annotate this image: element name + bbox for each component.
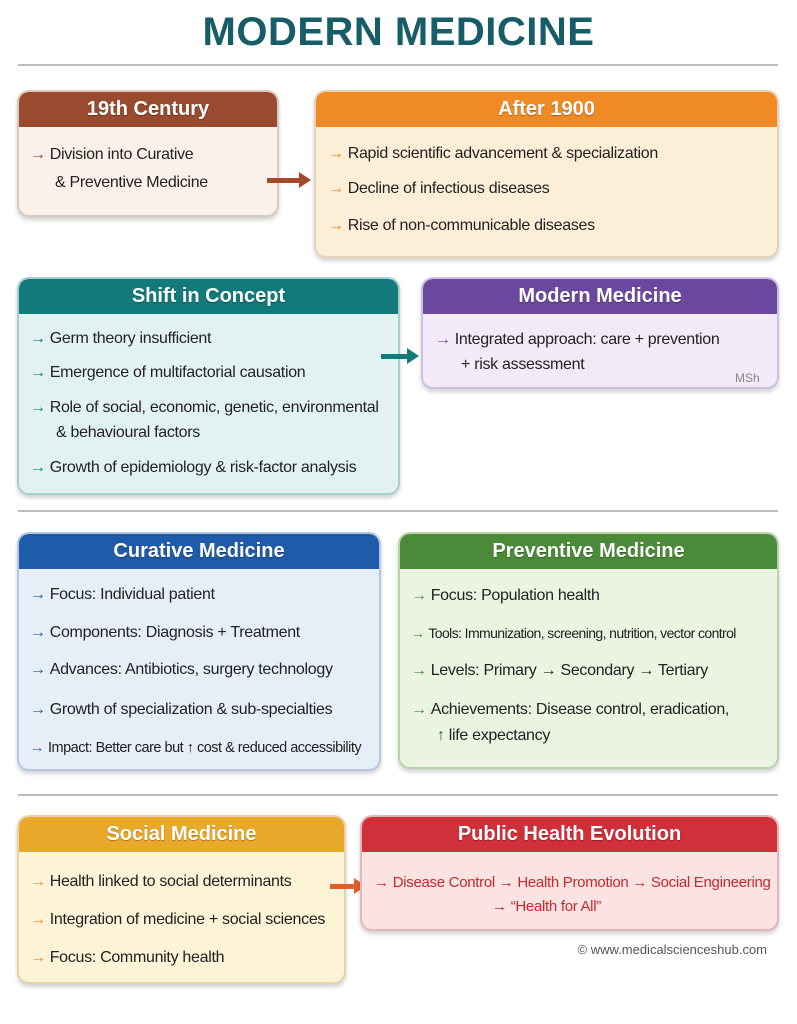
arrow-right-icon: → <box>30 364 46 381</box>
card-social-medicine: Social Medicine <box>17 815 346 984</box>
card-item: life expectancy <box>448 727 551 744</box>
card-item: Disease Control → Health Promotion → Soc… <box>392 874 771 891</box>
arrow-right-icon: → <box>30 873 46 890</box>
connector-arrow <box>381 348 419 364</box>
card-item: Health linked to social determinants <box>49 873 292 890</box>
card-item: Levels: Primary → Secondary → Tertiary <box>430 662 709 679</box>
connector-arrow <box>267 172 311 188</box>
divider <box>18 794 778 796</box>
arrow-right-icon: → <box>30 624 46 641</box>
card-title: Curative Medicine <box>19 534 379 569</box>
page-title: MODERN MEDICINE <box>202 10 595 54</box>
card-title: Modern Medicine <box>423 279 777 314</box>
card-item: Achievements: Disease control, eradicati… <box>430 701 730 718</box>
arrow-up-icon: ↑ <box>437 727 445 744</box>
arrow-right-icon: → <box>30 146 46 163</box>
card-item: Focus: Community health <box>49 949 225 966</box>
card-preventive-medicine: Preventive Medicine <box>398 532 779 769</box>
arrow-right-icon: → <box>411 587 427 604</box>
card-item: Integrated approach: care + prevention <box>454 331 720 348</box>
card-item: Decline of infectious diseases <box>347 180 550 197</box>
card-item: Integration of medicine + social science… <box>49 911 326 928</box>
arrow-right-icon: → <box>30 586 46 603</box>
card-public-health-evolution: Public Health Evolution <box>360 815 779 931</box>
arrow-right-icon: → <box>30 949 46 966</box>
card-item: “Health for All” <box>510 898 602 915</box>
arrow-right-icon: → <box>30 399 46 416</box>
arrow-right-icon: → <box>328 145 344 162</box>
card-item: Components: Diagnosis + Treatment <box>49 624 301 641</box>
card-item: Role of social, economic, genetic, envir… <box>49 399 379 416</box>
arrow-right-icon: → <box>411 625 425 641</box>
card-item: Focus: Population health <box>430 587 600 604</box>
divider <box>18 510 778 512</box>
card-item: + risk assessment <box>461 356 585 373</box>
card-item: Rise of non-communicable diseases <box>347 217 595 234</box>
card-item: Focus: Individual patient <box>49 586 215 603</box>
card-after-1900: After 1900 <box>314 90 779 258</box>
card-item: Germ theory insufficient <box>49 330 212 347</box>
watermark: MSh <box>735 371 760 385</box>
arrow-right-icon: → <box>30 459 46 476</box>
arrow-right-icon: → <box>30 661 46 678</box>
connector-arrow <box>330 878 366 894</box>
arrow-right-icon: → <box>435 331 451 348</box>
card-title: 19th Century <box>19 92 277 127</box>
card-title: Preventive Medicine <box>400 534 777 569</box>
divider <box>18 64 778 66</box>
card-title: Public Health Evolution <box>362 817 777 852</box>
arrow-right-icon: → <box>411 662 427 679</box>
arrow-right-icon: → <box>328 180 344 197</box>
card-item: Rapid scientific advancement & specializ… <box>347 145 659 162</box>
card-title: Social Medicine <box>19 817 344 852</box>
arrow-right-icon: → <box>328 217 344 234</box>
card-item: Growth of specialization & sub-specialti… <box>49 701 333 718</box>
card-item: Growth of epidemiology & risk-factor ana… <box>49 459 357 476</box>
card-item: Impact: Better care but ↑ cost & reduced… <box>48 740 362 756</box>
card-item: Division into Curative <box>49 146 194 163</box>
arrow-right-icon: → <box>374 874 389 891</box>
card-item: Emergence of multifactorial causation <box>49 364 306 381</box>
card-curative-medicine: Curative Medicine <box>17 532 381 771</box>
card-modern-medicine: Modern Medicine <box>421 277 779 389</box>
card-item: Advances: Antibiotics, surgery technolog… <box>49 661 333 678</box>
card-item: Tools: Immunization, screening, nutritio… <box>428 625 736 641</box>
arrow-right-icon: → <box>30 911 46 928</box>
card-19th-century: 19th Century <box>17 90 279 217</box>
arrow-right-icon: → <box>30 740 45 756</box>
card-title: Shift in Concept <box>19 279 398 314</box>
arrow-right-icon: → <box>492 898 507 915</box>
arrow-right-icon: → <box>411 701 427 718</box>
card-item: & Preventive Medicine <box>55 174 208 191</box>
card-item: & behavioural factors <box>56 424 201 441</box>
card-shift-in-concept: Shift in Concept <box>17 277 400 495</box>
arrow-right-icon: → <box>30 701 46 718</box>
card-title: After 1900 <box>316 92 777 127</box>
copyright: © www.medicalscienceshub.com <box>577 942 767 957</box>
arrow-right-icon: → <box>30 330 46 347</box>
